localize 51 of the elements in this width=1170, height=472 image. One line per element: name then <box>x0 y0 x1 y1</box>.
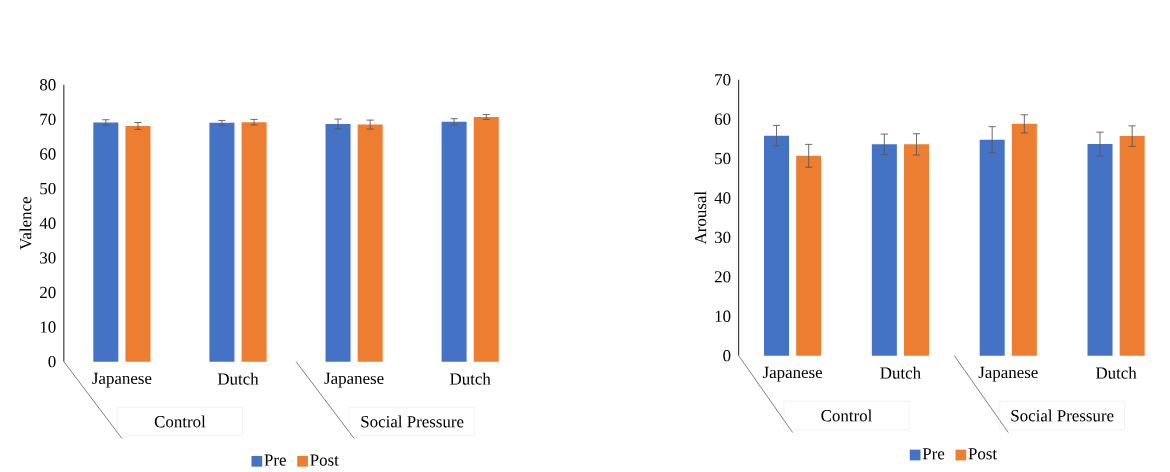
legend-label: Post <box>310 454 339 466</box>
y-tick-label: 20 <box>40 286 56 299</box>
text: Control <box>154 415 206 428</box>
y-tick-label: 40 <box>39 217 56 230</box>
bar <box>979 139 1005 356</box>
y-tick-label: 0 <box>48 356 56 368</box>
y-tick-label: 10 <box>40 321 56 333</box>
x-tick-label: Dutch <box>450 372 491 385</box>
y-tick-label: 60 <box>40 148 56 160</box>
text: Control <box>821 409 872 422</box>
y-tick-label: 30 <box>714 231 731 244</box>
legend-label: Pre <box>264 454 286 466</box>
bar <box>209 123 235 362</box>
text: Social Pressure <box>1011 409 1114 422</box>
bar <box>871 144 897 356</box>
x-tick-label: Japanese <box>762 367 823 382</box>
y-tick-label: 50 <box>715 153 731 165</box>
y-tick-label: 0 <box>723 350 731 362</box>
bar <box>764 135 790 356</box>
bar <box>1087 144 1113 356</box>
y-tick-label: 70 <box>40 113 56 126</box>
bar <box>93 122 119 362</box>
x-tick-label: Dutch <box>217 372 259 385</box>
bar <box>904 144 929 356</box>
bar <box>325 124 351 362</box>
x-tick-label: Dutch <box>1095 367 1137 379</box>
bar <box>241 122 267 362</box>
y-tick-label: 70 <box>715 74 731 86</box>
bar <box>125 126 151 362</box>
legend-label: Post <box>968 448 998 460</box>
bar <box>357 124 383 362</box>
y-tick-label: 50 <box>40 183 56 195</box>
bar <box>1119 136 1145 356</box>
bar <box>796 155 822 356</box>
x-tick-label: Dutch <box>880 367 921 379</box>
bar <box>473 117 499 362</box>
text: Social Pressure <box>361 415 464 428</box>
y-tick-label: 60 <box>714 113 731 126</box>
x-tick-label: Japanese <box>92 372 152 388</box>
y-tick-label: 30 <box>40 252 56 264</box>
y-tick-label: 40 <box>714 192 731 204</box>
y-tick-label: 80 <box>40 79 56 91</box>
legend-label: Pre <box>922 448 945 460</box>
y-tick-label: 20 <box>714 271 731 283</box>
bar <box>441 121 467 362</box>
y-axis-title: Valence <box>19 197 32 250</box>
x-tick-label: Japanese <box>978 367 1038 382</box>
x-tick-label: Japanese <box>324 372 384 388</box>
y-tick-label: 10 <box>715 310 731 323</box>
bar <box>1011 124 1037 356</box>
y-axis-title: Arousal <box>694 191 707 245</box>
